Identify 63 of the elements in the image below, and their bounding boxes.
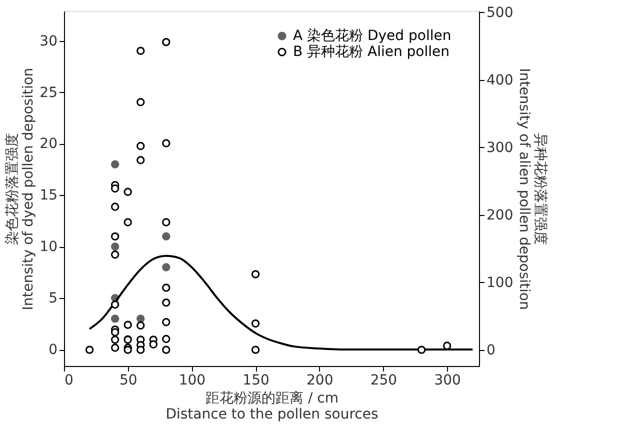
point [162, 318, 170, 326]
point [136, 314, 145, 323]
point [136, 156, 145, 164]
y-tick-label: 10 [40, 239, 58, 256]
point [110, 328, 120, 336]
x-tick-label: 150 [242, 372, 270, 388]
y2-tick-label: 400 [486, 72, 514, 88]
point [110, 300, 120, 309]
y-axis-title: 染色花粉落置强度 Intensity of dyed pollen deposition [4, 68, 37, 310]
point [162, 346, 170, 354]
point [136, 46, 145, 55]
x-tick-label: 100 [178, 372, 206, 388]
x-tick-label: 0 [64, 372, 74, 388]
line-series [88, 254, 474, 351]
point [149, 340, 158, 348]
point [162, 334, 170, 344]
y-tick-label: 0 [48, 342, 58, 358]
y2-tick-label: 100 [486, 274, 514, 291]
point [110, 336, 120, 344]
y2-tick-label: 200 [486, 207, 514, 224]
legend-label: A 染色花粉 Dyed pollen [293, 28, 452, 44]
point [110, 202, 120, 211]
point [124, 218, 132, 226]
x-tick-label: 200 [306, 372, 334, 388]
y-tick-label: 20 [40, 136, 58, 152]
point [110, 232, 120, 241]
point [162, 298, 170, 307]
y-tick-label: 30 [40, 33, 58, 50]
point [251, 270, 260, 278]
point [110, 184, 120, 193]
point [85, 346, 94, 354]
point [110, 314, 120, 323]
x-axis-title: 距花粉源的距离 / cm Distance to the pollen sources [166, 390, 378, 422]
point [136, 321, 145, 330]
point [110, 160, 120, 168]
point [162, 38, 170, 46]
legend-label: B 异种花粉 Alien pollen [293, 44, 450, 60]
point [162, 139, 170, 148]
x-tick-label: 50 [119, 372, 138, 388]
y2-axis-title: 异种花粉落置强度 Intensity of alien pollen deposition [516, 68, 548, 310]
point [162, 263, 170, 272]
point [162, 232, 170, 240]
y-tick-label: 15 [40, 188, 58, 204]
point [251, 346, 260, 354]
point [124, 320, 132, 329]
y-tick-label: 5 [48, 290, 58, 307]
x-tick-label: 300 [434, 372, 461, 388]
point [136, 346, 145, 354]
y-tick-label: 25 [40, 84, 58, 101]
point [136, 98, 145, 106]
point [124, 188, 132, 196]
point [417, 346, 426, 354]
point [136, 142, 145, 150]
point [110, 344, 120, 352]
point [162, 284, 170, 292]
x-tick-label: 250 [370, 372, 398, 388]
point [251, 319, 260, 328]
point [162, 218, 170, 226]
y2-tick-label: 500 [486, 4, 514, 21]
y2-tick-label: 300 [486, 140, 514, 156]
point [110, 242, 120, 251]
point [110, 250, 120, 259]
y2-tick-label: 0 [486, 342, 496, 358]
